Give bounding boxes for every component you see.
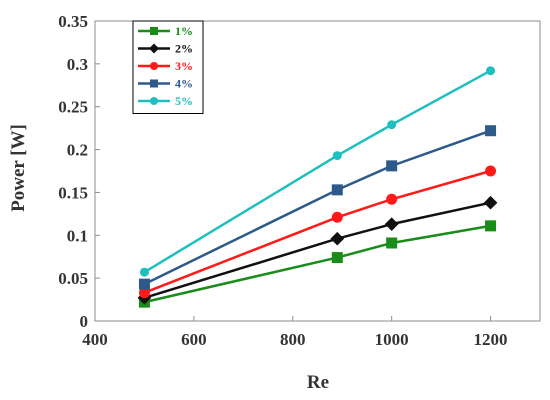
- data-point: [387, 120, 397, 130]
- data-point: [386, 160, 398, 172]
- y-tick-label: 0.3: [67, 55, 88, 74]
- legend-entry: 2%: [138, 42, 193, 56]
- series-5: [139, 66, 496, 277]
- legend-marker: [150, 27, 158, 35]
- data-point: [386, 193, 398, 205]
- data-point: [332, 151, 342, 161]
- x-axis-title: Re: [307, 372, 329, 393]
- y-tick-label: 0.15: [58, 183, 88, 202]
- data-point: [138, 278, 150, 290]
- x-tick-label: 800: [280, 330, 306, 349]
- legend-label: 5%: [175, 94, 193, 108]
- legend-marker: [150, 62, 158, 70]
- y-tick-label: 0: [80, 312, 89, 331]
- series-line: [143, 69, 492, 274]
- series-3: [138, 165, 497, 299]
- data-point: [485, 165, 497, 177]
- legend-label: 4%: [175, 77, 193, 91]
- data-point: [483, 195, 498, 210]
- y-tick-label: 0.25: [58, 98, 88, 117]
- x-tick-label: 400: [82, 330, 108, 349]
- legend-entry: 1%: [138, 24, 193, 38]
- data-point: [139, 267, 149, 277]
- legend-label: 2%: [175, 42, 193, 56]
- legend-entry: 4%: [138, 77, 193, 91]
- series-line: [143, 169, 491, 294]
- data-point: [486, 66, 496, 76]
- y-axis-title: Power [W]: [8, 124, 29, 212]
- legend: 1% 2% 3% 4% 5%: [132, 20, 204, 114]
- data-point: [485, 220, 497, 232]
- legend-entry: 3%: [138, 59, 193, 73]
- legend-label: 3%: [175, 59, 193, 73]
- y-tick-label: 0.35: [58, 12, 88, 31]
- legend-marker: [149, 43, 159, 54]
- data-point: [330, 231, 345, 246]
- y-tick-label: 0.05: [58, 269, 88, 288]
- data-point: [386, 237, 398, 249]
- legend-entry: 5%: [138, 94, 193, 108]
- data-point: [384, 217, 399, 231]
- plot-area-frame: [94, 20, 541, 322]
- series-1: [138, 220, 497, 308]
- x-tick-label: 1200: [474, 330, 508, 349]
- data-point: [485, 125, 497, 137]
- x-tick-label: 600: [181, 330, 207, 349]
- data-point: [331, 211, 343, 223]
- series-line: [144, 224, 491, 304]
- data-point: [331, 252, 343, 264]
- series-line: [143, 129, 491, 286]
- legend-marker: [150, 79, 158, 88]
- legend-marker: [150, 97, 158, 105]
- series-4: [138, 125, 497, 290]
- y-tick-label: 0.2: [67, 141, 88, 160]
- series-2: [137, 195, 498, 305]
- data-point: [331, 184, 343, 196]
- series-line: [144, 201, 491, 300]
- data-point: [138, 287, 150, 299]
- x-tick-label: 1000: [375, 330, 409, 349]
- legend-label: 1%: [175, 24, 193, 38]
- y-tick-label: 0.1: [67, 226, 88, 245]
